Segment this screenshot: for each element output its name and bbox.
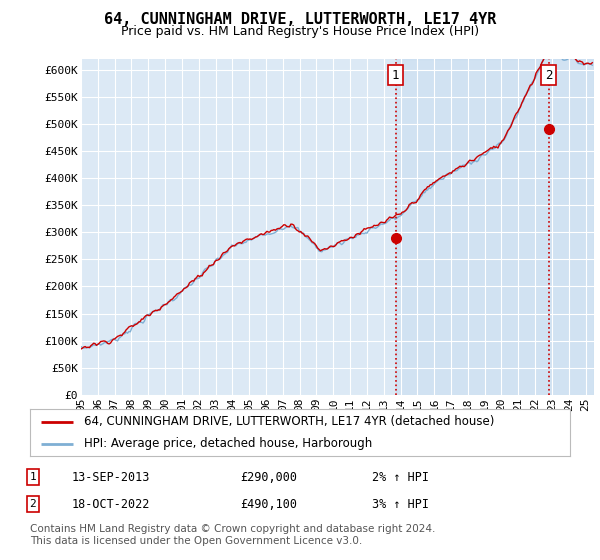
Text: 13-SEP-2013: 13-SEP-2013 xyxy=(72,470,151,484)
Text: Contains HM Land Registry data © Crown copyright and database right 2024.
This d: Contains HM Land Registry data © Crown c… xyxy=(30,524,436,546)
Text: £490,100: £490,100 xyxy=(240,497,297,511)
Text: 2: 2 xyxy=(545,68,553,82)
Bar xyxy=(395,59,594,395)
Text: £290,000: £290,000 xyxy=(240,470,297,484)
Text: 64, CUNNINGHAM DRIVE, LUTTERWORTH, LE17 4YR: 64, CUNNINGHAM DRIVE, LUTTERWORTH, LE17 … xyxy=(104,12,496,27)
Text: HPI: Average price, detached house, Harborough: HPI: Average price, detached house, Harb… xyxy=(84,437,372,450)
Text: 3% ↑ HPI: 3% ↑ HPI xyxy=(372,497,429,511)
Text: 1: 1 xyxy=(392,68,399,82)
Text: 1: 1 xyxy=(29,472,37,482)
Text: 2% ↑ HPI: 2% ↑ HPI xyxy=(372,470,429,484)
Text: Price paid vs. HM Land Registry's House Price Index (HPI): Price paid vs. HM Land Registry's House … xyxy=(121,25,479,38)
Text: 64, CUNNINGHAM DRIVE, LUTTERWORTH, LE17 4YR (detached house): 64, CUNNINGHAM DRIVE, LUTTERWORTH, LE17 … xyxy=(84,415,494,428)
Text: 2: 2 xyxy=(29,499,37,509)
Text: 18-OCT-2022: 18-OCT-2022 xyxy=(72,497,151,511)
